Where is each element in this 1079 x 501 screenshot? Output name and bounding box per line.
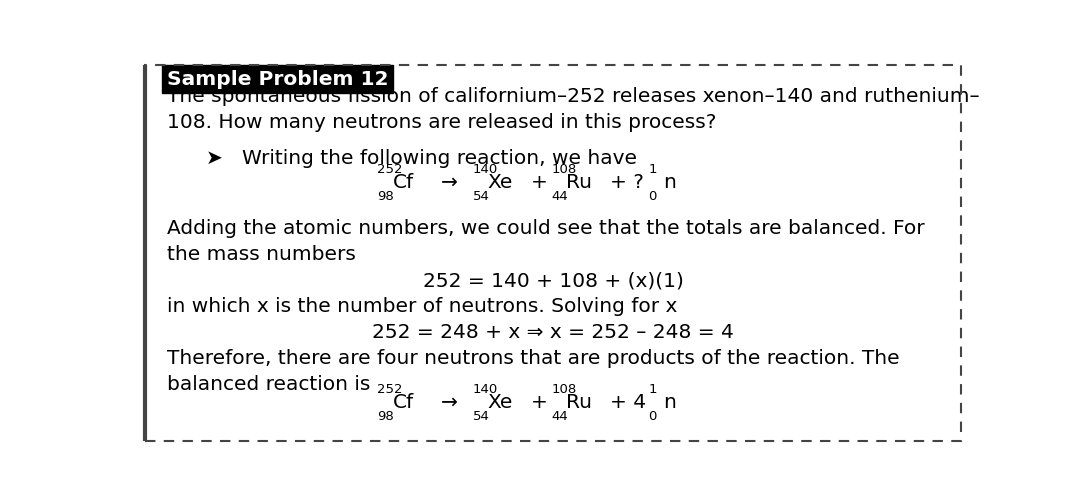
Text: 108: 108 xyxy=(551,163,576,176)
Text: →: → xyxy=(441,173,457,192)
Text: 252: 252 xyxy=(378,383,402,396)
Text: Xe: Xe xyxy=(488,173,514,192)
Text: Cf: Cf xyxy=(393,393,413,412)
Text: n: n xyxy=(664,173,677,192)
Text: 1: 1 xyxy=(648,383,657,396)
Text: 108. How many neutrons are released in this process?: 108. How many neutrons are released in t… xyxy=(166,113,716,132)
Text: 44: 44 xyxy=(551,190,568,203)
Text: the mass numbers: the mass numbers xyxy=(166,244,355,264)
Text: balanced reaction is: balanced reaction is xyxy=(166,375,370,393)
Text: 252 = 248 + x ⇒ x = 252 – 248 = 4: 252 = 248 + x ⇒ x = 252 – 248 = 4 xyxy=(372,323,734,342)
Text: 54: 54 xyxy=(473,190,490,203)
Text: Sample Problem 12: Sample Problem 12 xyxy=(166,70,388,89)
Text: Therefore, there are four neutrons that are products of the reaction. The: Therefore, there are four neutrons that … xyxy=(166,349,899,368)
Text: →: → xyxy=(441,393,457,412)
Text: 0: 0 xyxy=(648,190,657,203)
Text: 252 = 140 + 108 + (x)(1): 252 = 140 + 108 + (x)(1) xyxy=(423,272,683,291)
Text: 98: 98 xyxy=(378,410,394,423)
Text: 0: 0 xyxy=(648,410,657,423)
Text: 54: 54 xyxy=(473,410,490,423)
Text: 108: 108 xyxy=(551,383,576,396)
Text: ➤   Writing the following reaction, we have: ➤ Writing the following reaction, we hav… xyxy=(206,149,637,168)
Text: The spontaneous fission of californium–252 releases xenon–140 and ruthenium–: The spontaneous fission of californium–2… xyxy=(166,87,980,106)
Text: n: n xyxy=(664,393,677,412)
Text: Ru: Ru xyxy=(566,393,592,412)
Text: Xe: Xe xyxy=(488,393,514,412)
Text: +: + xyxy=(531,393,548,412)
Text: 98: 98 xyxy=(378,190,394,203)
Text: 252: 252 xyxy=(378,163,402,176)
Text: Ru: Ru xyxy=(566,173,592,192)
Text: 140: 140 xyxy=(473,383,498,396)
Text: 1: 1 xyxy=(648,163,657,176)
Text: Adding the atomic numbers, we could see that the totals are balanced. For: Adding the atomic numbers, we could see … xyxy=(166,219,925,238)
Text: + ?: + ? xyxy=(610,173,644,192)
Text: 44: 44 xyxy=(551,410,568,423)
Text: Cf: Cf xyxy=(393,173,413,192)
Text: +: + xyxy=(531,173,548,192)
Text: + 4: + 4 xyxy=(610,393,646,412)
Text: 140: 140 xyxy=(473,163,498,176)
Text: in which x is the number of neutrons. Solving for x: in which x is the number of neutrons. So… xyxy=(166,298,677,316)
